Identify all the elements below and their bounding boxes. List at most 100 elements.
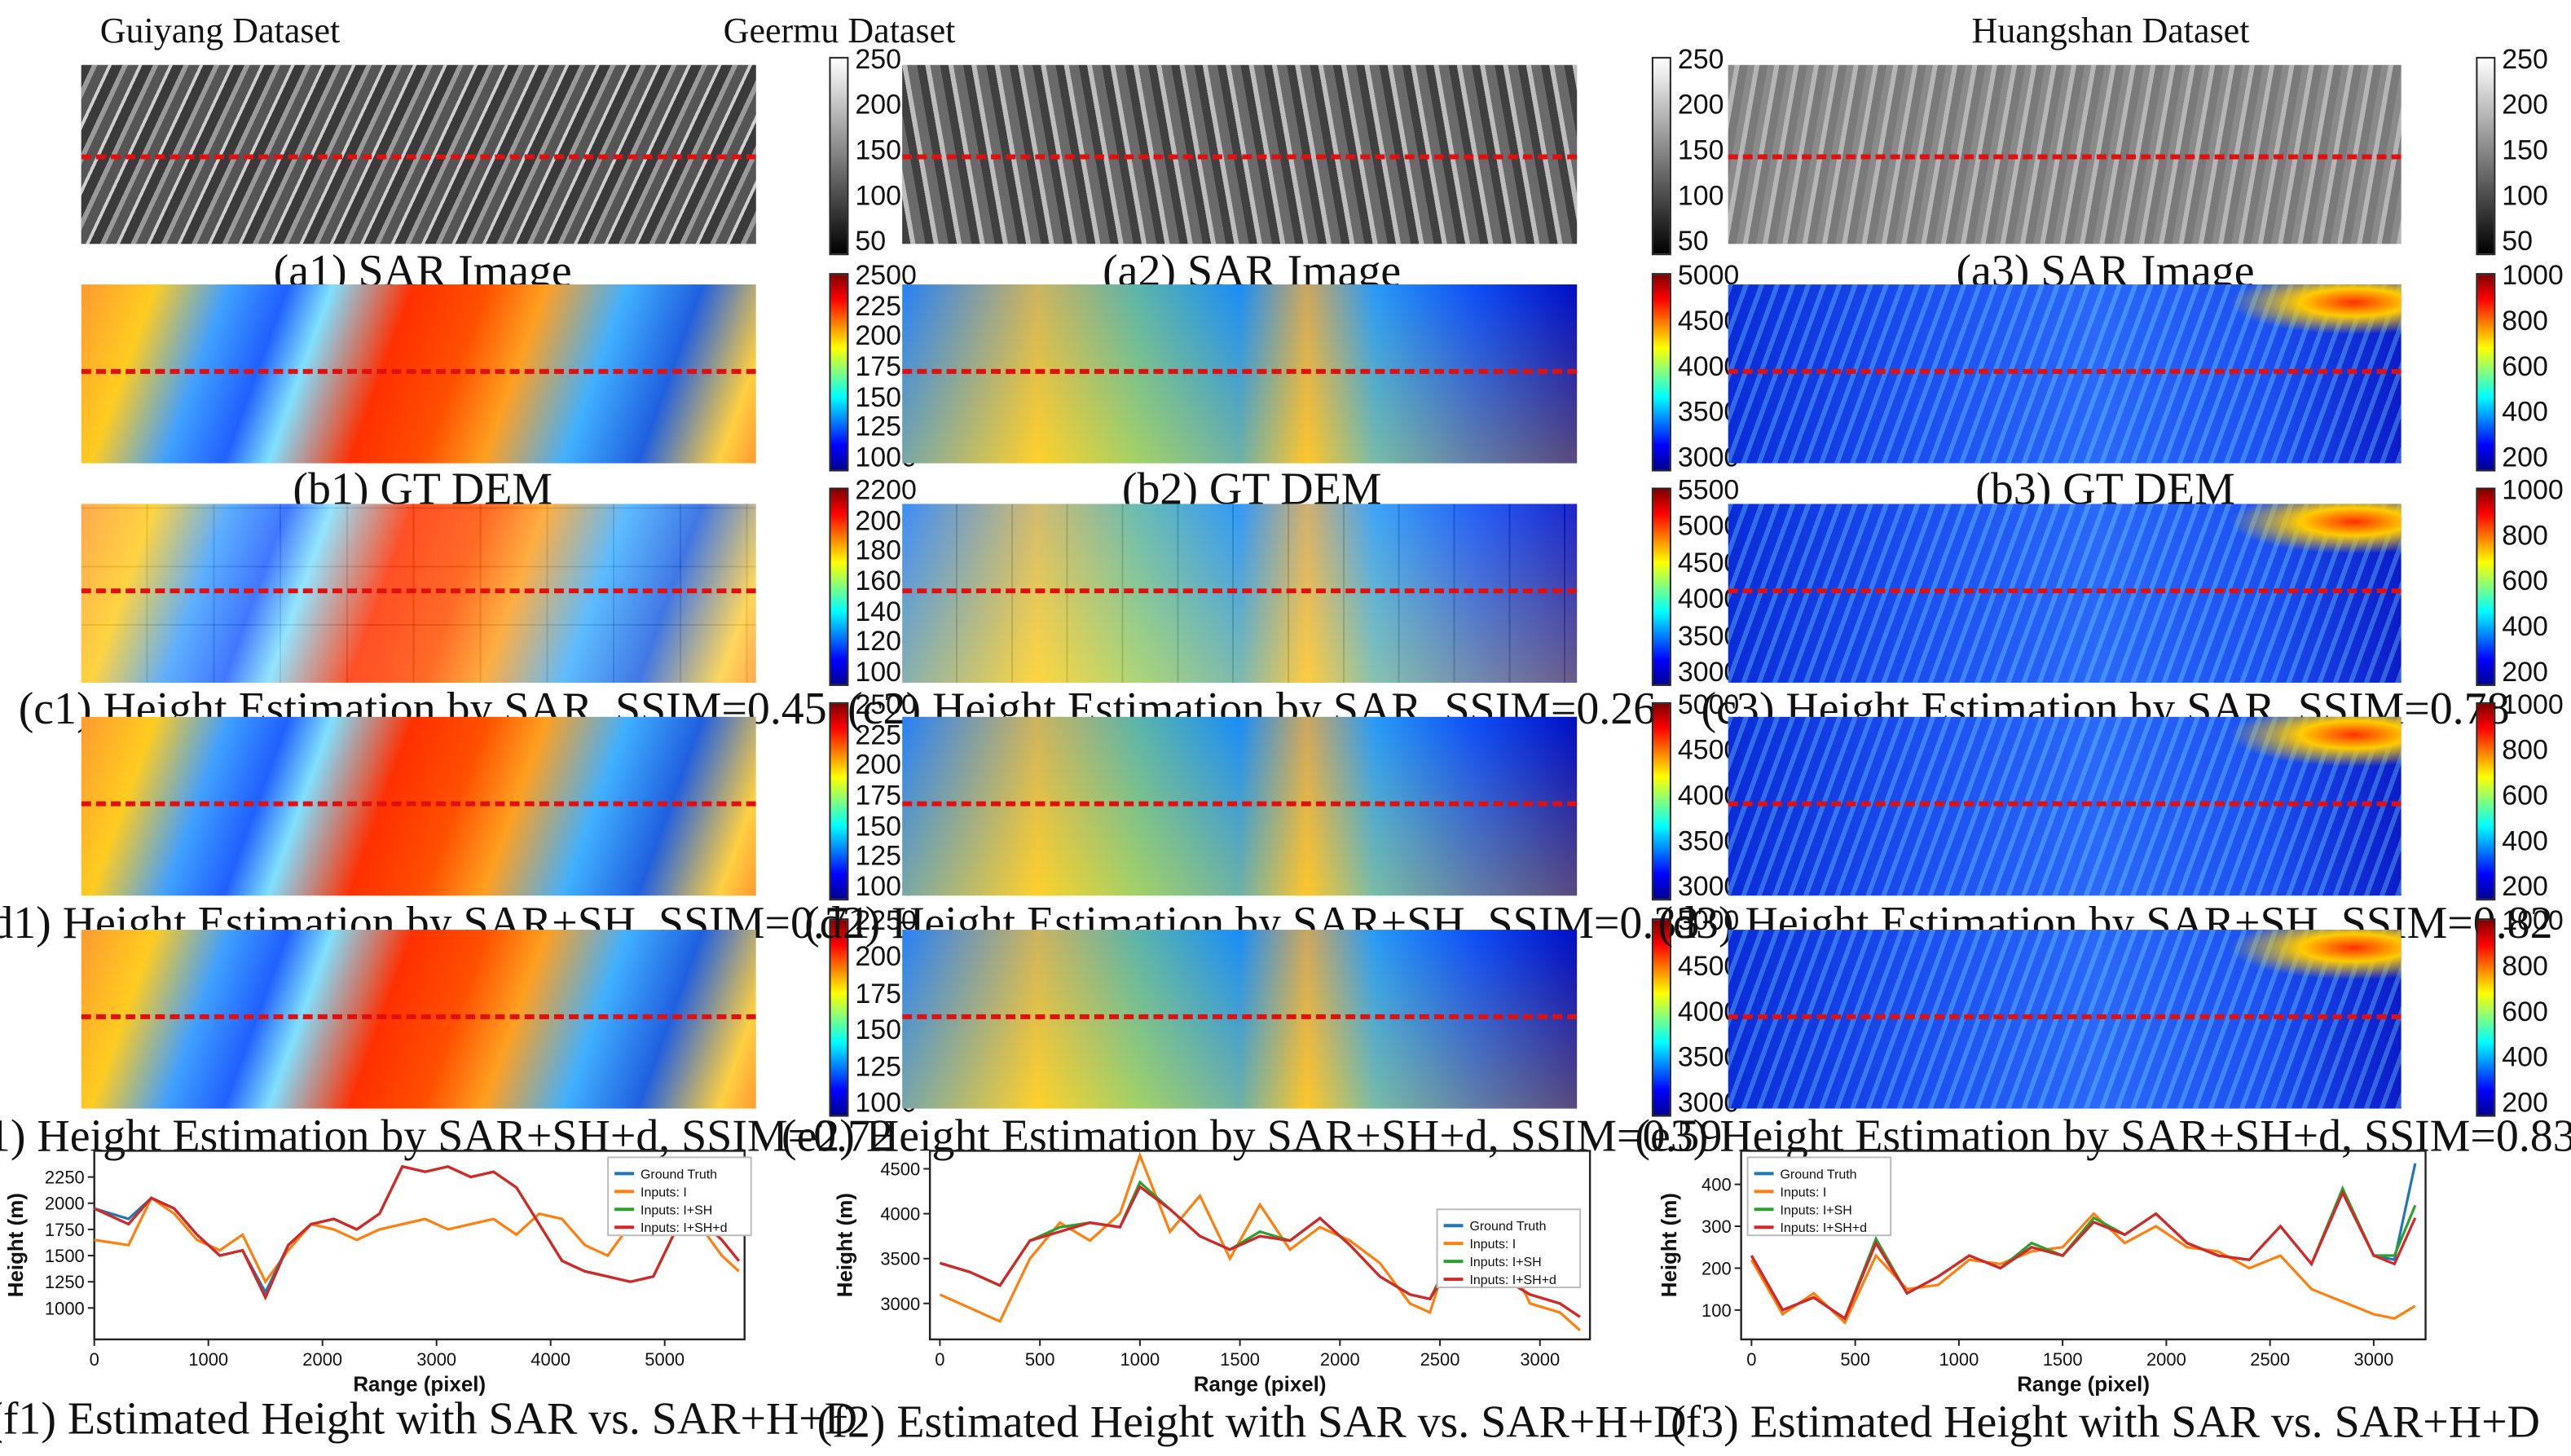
- sar-image: [1728, 64, 2402, 244]
- colorbar-tick: 150: [855, 134, 901, 166]
- colorbar-tick: 100: [855, 180, 901, 212]
- x-tick-label: 1000: [1939, 1349, 1979, 1370]
- y-tick-label: 3000: [880, 1294, 920, 1314]
- profile-line: [902, 588, 1578, 594]
- column-title: Geermu Dataset: [723, 11, 956, 51]
- x-tick-label: 2000: [302, 1349, 342, 1370]
- colorbar-tick: 200: [2502, 656, 2548, 688]
- legend-label: Inputs: I+SH+d: [641, 1221, 727, 1235]
- legend-label: Inputs: I: [1469, 1238, 1516, 1251]
- colorbar-tick: 600: [2502, 350, 2548, 382]
- legend-label: Inputs: I+SH: [1469, 1256, 1541, 1269]
- x-tick-label: 2500: [1420, 1349, 1460, 1370]
- x-tick-label: 5000: [645, 1349, 685, 1370]
- colorbar: [829, 56, 849, 256]
- colorbar-tick: 1000: [2502, 474, 2564, 506]
- x-tick-label: 2500: [2250, 1349, 2290, 1370]
- sar-image: [902, 64, 1578, 244]
- y-tick-label: 400: [1702, 1175, 1732, 1195]
- height-profile-chart: 0 500 1000 1500 2000 2500 3000 3000 3500 4000 4500…: [834, 1150, 1591, 1397]
- height-map: [81, 504, 756, 683]
- colorbar-tick: 100: [1677, 180, 1724, 212]
- colorbar-tick: 600: [2502, 996, 2548, 1027]
- chart-caption: (f1) Estimated Height with SAR vs. SAR+H…: [0, 1394, 858, 1445]
- chart-caption: (f2) Estimated Height with SAR vs. SAR+H…: [817, 1397, 1687, 1449]
- colorbar-tick: 2200: [855, 474, 917, 506]
- series-line: [1750, 1190, 2417, 1321]
- x-tick-label: 0: [90, 1349, 99, 1370]
- colorbar: [829, 918, 849, 1117]
- x-tick-label: 1000: [188, 1349, 228, 1370]
- x-tick-label: 3000: [2354, 1349, 2394, 1370]
- colorbar: [2476, 273, 2496, 472]
- plot-frame: [928, 1150, 1591, 1341]
- y-tick-label: 4000: [880, 1204, 920, 1225]
- height-map: [902, 504, 1578, 683]
- colorbar: [2476, 487, 2496, 686]
- legend-box: [607, 1156, 752, 1237]
- y-tick-label: 4500: [880, 1159, 920, 1179]
- colorbar-tick: 250: [2502, 43, 2548, 75]
- profile-line: [81, 368, 756, 374]
- height-map: [81, 284, 756, 464]
- colorbar-tick: 800: [2502, 306, 2548, 337]
- x-tick-label: 0: [935, 1349, 944, 1370]
- x-tick-label: 1500: [1220, 1349, 1260, 1370]
- plot-frame: [1740, 1150, 2427, 1341]
- x-tick-label: 2000: [1320, 1349, 1360, 1370]
- colorbar-tick: 250: [855, 43, 901, 75]
- profile-line: [902, 154, 1578, 160]
- x-axis-label: Range (pixel): [2017, 1374, 2150, 1397]
- y-tick-label: 1500: [45, 1246, 85, 1266]
- y-tick-label: 1250: [45, 1272, 85, 1292]
- colorbar-tick: 50: [1677, 226, 1709, 257]
- colorbar-tick: 5000: [1677, 688, 1740, 720]
- colorbar-tick: 50: [2502, 226, 2534, 257]
- colorbar-tick: 200: [1677, 89, 1724, 121]
- profile-line: [902, 1014, 1578, 1019]
- series-line: [94, 1164, 740, 1301]
- colorbar: [1651, 702, 1671, 901]
- colorbar-tick: 200: [855, 89, 901, 121]
- legend-box: [1436, 1208, 1582, 1289]
- colorbar-tick: 200: [2502, 442, 2548, 473]
- y-tick-label: 300: [1702, 1216, 1732, 1237]
- x-axis-label: Range (pixel): [353, 1374, 486, 1397]
- colorbar-tick: 150: [1677, 134, 1724, 166]
- legend-label: Inputs: I+SH+d: [1469, 1273, 1556, 1287]
- height-map: [81, 716, 756, 896]
- colorbar: [829, 487, 849, 686]
- x-tick-label: 4000: [530, 1349, 570, 1370]
- panel-caption: (e2) Height Estimation by SAR+SH+d, SSIM…: [781, 1111, 1723, 1163]
- colorbar-tick: 400: [2502, 825, 2548, 857]
- colorbar-tick: 200: [2502, 1087, 2548, 1119]
- colorbar: [1651, 273, 1671, 472]
- legend-label: Inputs: I: [1781, 1185, 1827, 1199]
- column-title: Guiyang Dataset: [99, 11, 341, 51]
- y-tick-label: 1000: [45, 1298, 85, 1318]
- y-axis-label: Height (m): [1658, 1193, 1681, 1297]
- colorbar: [1651, 918, 1671, 1117]
- colorbar-tick: 2500: [855, 688, 917, 720]
- panel-caption: (e3) Height Estimation by SAR+SH+d, SSIM…: [1635, 1111, 2571, 1163]
- profile-line: [902, 801, 1578, 807]
- profile-line: [81, 154, 756, 160]
- x-tick-label: 1500: [2043, 1349, 2083, 1370]
- colorbar-tick: 800: [2502, 734, 2548, 766]
- colorbar-tick: 100: [2502, 180, 2548, 212]
- colorbar: [2476, 702, 2496, 901]
- x-axis-label: Range (pixel): [1194, 1374, 1327, 1397]
- colorbar-tick: 1000: [2502, 905, 2564, 937]
- colorbar-tick: 1000: [2502, 688, 2564, 720]
- height-profile-chart: 0 500 1000 1500 2000 2500 3000 100 200 300 400 Rang…: [1658, 1150, 2427, 1397]
- legend-label: Inputs: I: [641, 1185, 687, 1199]
- colorbar: [2476, 918, 2496, 1117]
- colorbar-tick: 600: [2502, 780, 2548, 812]
- colorbar-tick: 200: [2502, 871, 2548, 903]
- y-tick-label: 2250: [45, 1168, 85, 1188]
- y-axis-label: Height (m): [834, 1193, 856, 1297]
- colorbar: [1651, 56, 1671, 256]
- colorbar-tick: 150: [2502, 134, 2548, 166]
- legend-label: Ground Truth: [1469, 1220, 1546, 1234]
- colorbar-tick: 1000: [2502, 260, 2564, 292]
